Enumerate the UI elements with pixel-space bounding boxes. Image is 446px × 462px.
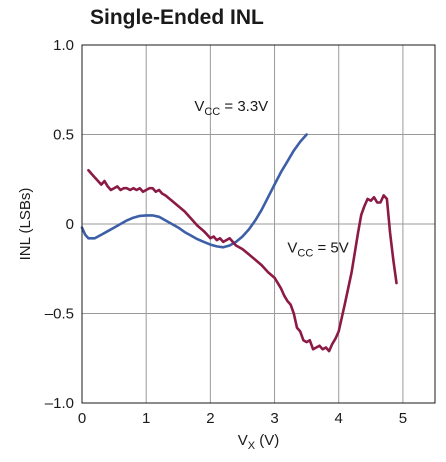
x-tick-labels: 0 1 2 3 4 5 [78, 410, 407, 427]
y-tick-label: 0 [66, 216, 74, 233]
x-tick-label: 0 [78, 410, 86, 427]
x-tick-label: 5 [399, 410, 407, 427]
series-line-2 [87, 169, 398, 353]
y-tick-label: 1.0 [53, 37, 74, 54]
series-label-2: VCC = 5V [287, 240, 348, 260]
y-axis-label: INL (LSBs) [17, 188, 34, 261]
series-labels: VCC = 3.3V VCC = 5V [194, 98, 348, 259]
x-axis-label: VX (V) [238, 432, 280, 452]
y-tick-label: 0.5 [53, 127, 74, 144]
chart-title: Single-Ended INL [90, 6, 264, 29]
x-axis-label-main: V [238, 432, 248, 449]
plot-frame [81, 44, 436, 404]
y-tick-label: –1.0 [45, 395, 74, 412]
y-tick-labels: 1.0 0.5 0 –0.5 –1.0 [45, 37, 74, 412]
grid [82, 45, 435, 403]
series-label-1: VCC = 3.3V [194, 98, 268, 118]
x-tick-label: 4 [335, 410, 343, 427]
y-tick-label: –0.5 [45, 306, 74, 323]
x-axis-label-sub: X [248, 440, 256, 452]
series-line-1 [80, 133, 308, 249]
x-tick-label: 3 [270, 410, 278, 427]
x-axis-label-unit: (V) [255, 432, 279, 449]
x-tick-label: 2 [206, 410, 214, 427]
series-layer [80, 133, 398, 353]
x-tick-label: 1 [142, 410, 150, 427]
